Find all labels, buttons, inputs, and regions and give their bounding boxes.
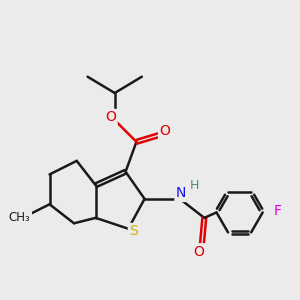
Text: N: N (176, 186, 186, 200)
Text: F: F (274, 204, 282, 218)
Text: CH₃: CH₃ (9, 212, 31, 224)
Text: O: O (105, 110, 116, 124)
Text: S: S (129, 224, 138, 239)
Text: O: O (194, 245, 204, 259)
Text: H: H (190, 179, 200, 192)
Text: O: O (160, 124, 170, 138)
